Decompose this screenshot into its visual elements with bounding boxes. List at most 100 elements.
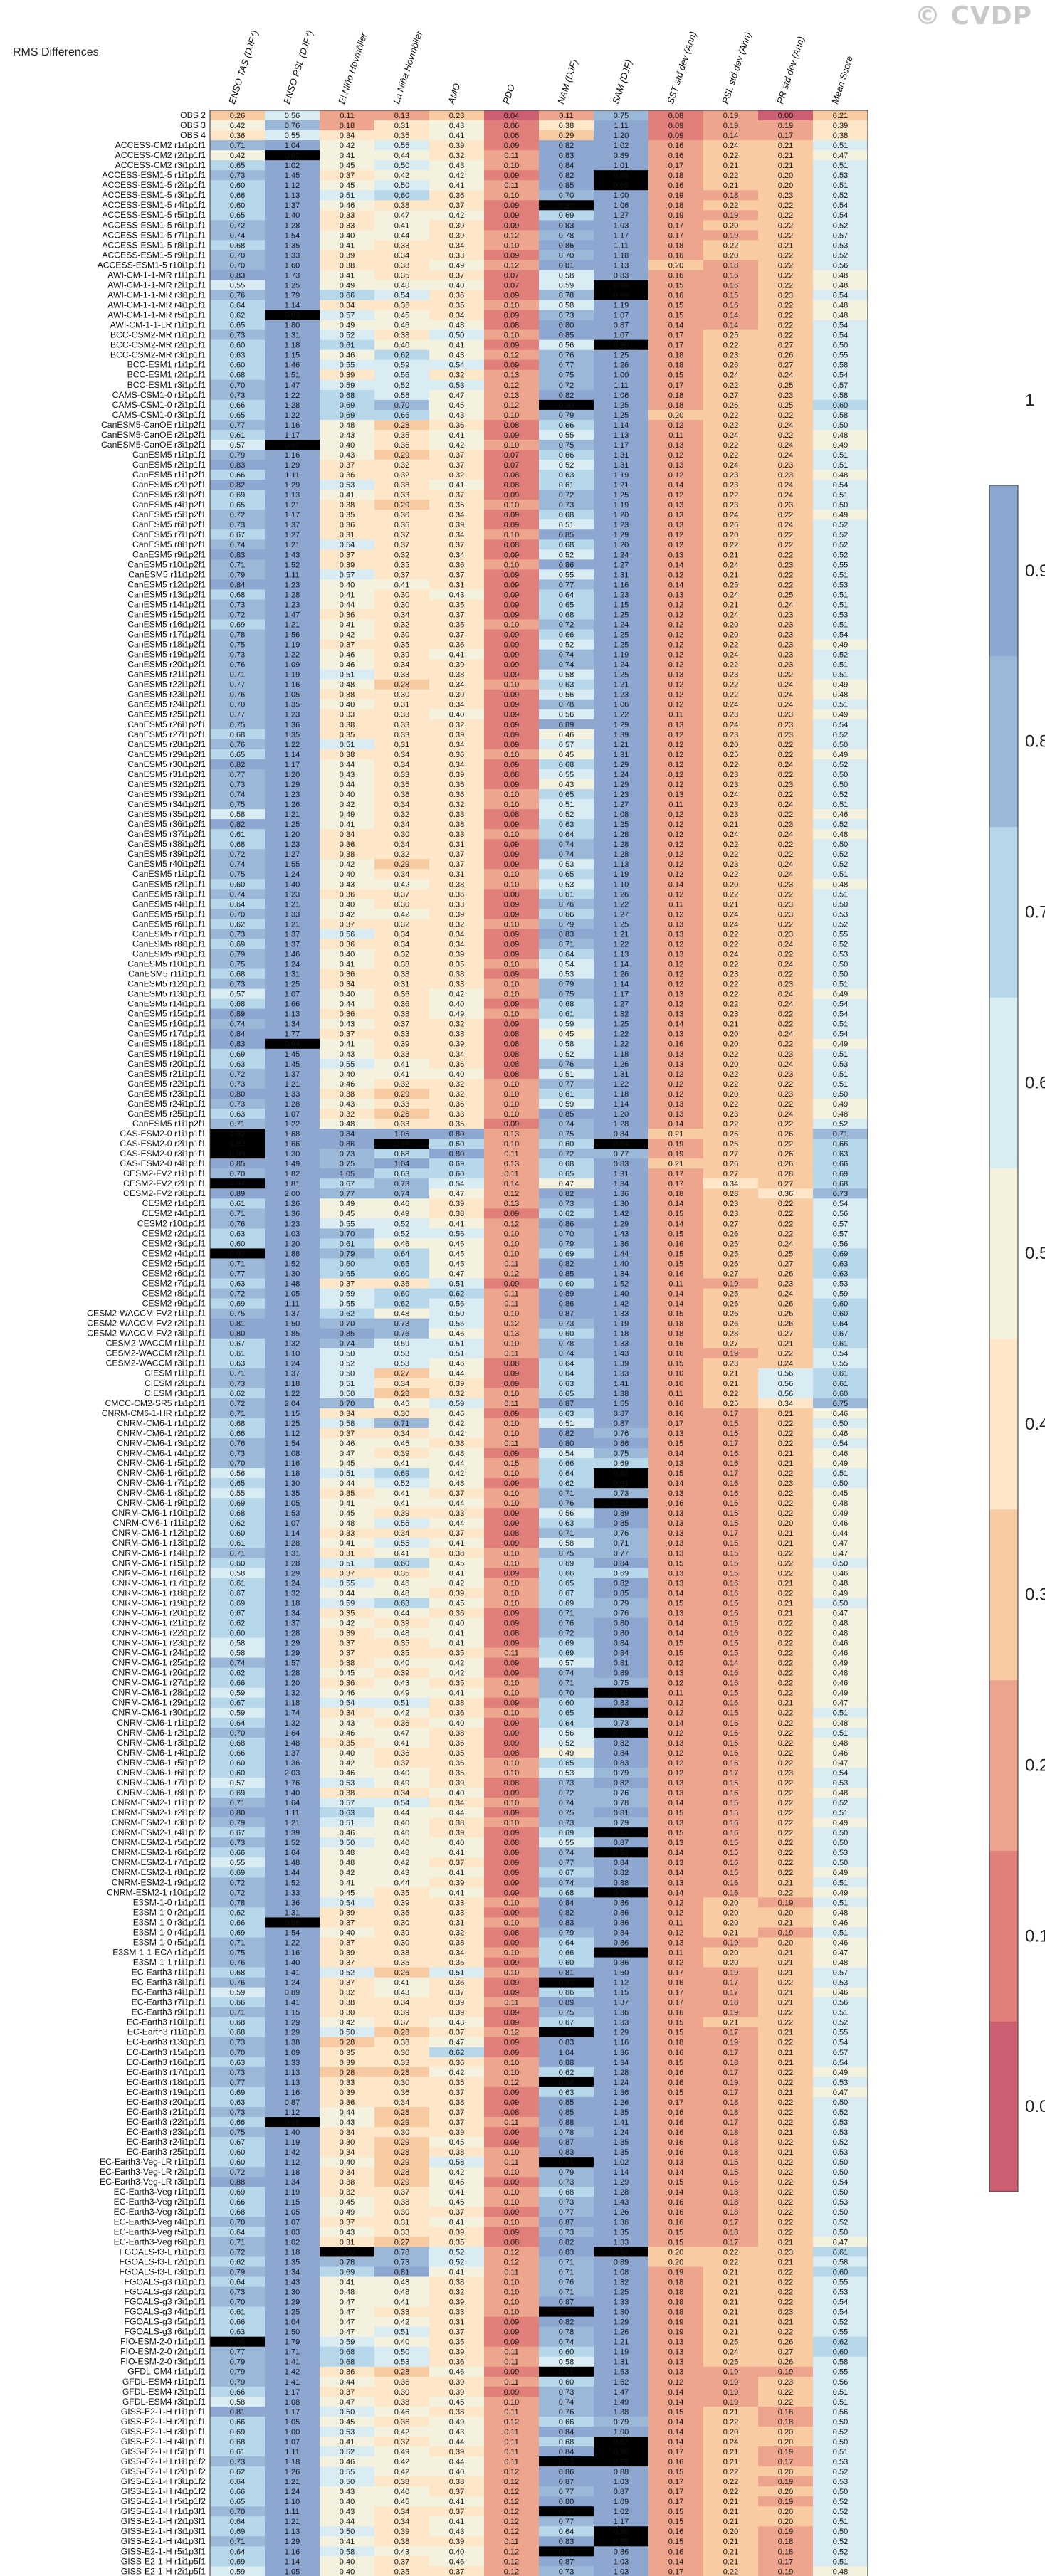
cell-value: 1.22 xyxy=(285,411,300,420)
cell-value: 0.34 xyxy=(394,251,409,260)
cell-value: 0.20 xyxy=(668,411,683,420)
cell-value: 0.75 xyxy=(230,721,245,729)
cell-value: 0.12 xyxy=(504,401,519,410)
cell-value: 0.23 xyxy=(778,880,793,889)
cell-value: 1.26 xyxy=(614,361,629,370)
cell-value: 0.38 xyxy=(394,1010,409,1019)
cell-value: 1.14 xyxy=(285,302,300,310)
cell-value: 0.75 xyxy=(833,1400,848,1408)
heatmap-cell xyxy=(210,450,266,460)
cell-value: 0.34 xyxy=(394,761,409,769)
cell-value: 0.14 xyxy=(504,1180,519,1188)
cell-value: 0.68 xyxy=(559,541,574,549)
cell-value: 0.11 xyxy=(504,1289,519,1298)
cell-value: 0.22 xyxy=(778,221,793,230)
cell-value: 0.40 xyxy=(340,950,355,959)
cell-value: 0.80 xyxy=(230,1090,245,1099)
cell-value: 0.85 xyxy=(230,1160,245,1168)
cell-value: 0.19 xyxy=(778,122,793,130)
heatmap-cell xyxy=(648,339,704,351)
cell-value: 0.34 xyxy=(449,940,464,949)
cell-value: 0.45 xyxy=(340,1459,355,1468)
cell-value: 0.22 xyxy=(778,201,793,210)
heatmap-cell xyxy=(648,180,704,191)
cell-value: 0.22 xyxy=(778,211,793,220)
cell-value: 0.08 xyxy=(504,1630,519,1638)
cell-value: 0.73 xyxy=(394,1180,409,1188)
cell-value: 1.06 xyxy=(614,201,629,210)
heatmap-cell xyxy=(210,140,266,151)
cell-value: 0.10 xyxy=(504,531,519,539)
cell-value: 0.18 xyxy=(668,171,683,180)
heatmap-cell xyxy=(484,359,540,371)
cell-value: 0.47 xyxy=(449,1190,464,1198)
cell-value: 1.48 xyxy=(285,1279,300,1288)
cell-value: 1.23 xyxy=(285,711,300,719)
cell-value: 0.51 xyxy=(833,1020,848,1029)
cell-value: 0.46 xyxy=(833,1649,848,1658)
cell-value: 1.43 xyxy=(614,1350,629,1358)
cell-value: 0.22 xyxy=(778,1350,793,1358)
heatmap-cell xyxy=(265,200,320,211)
cell-value: 0.29 xyxy=(559,132,574,140)
cell-value: 0.12 xyxy=(668,571,683,579)
cell-value: 0.65 xyxy=(230,411,245,420)
cell-value: 0.66 xyxy=(833,1160,848,1168)
cell-value: 1.37 xyxy=(285,1370,300,1378)
cell-value: 0.14 xyxy=(723,132,738,140)
cell-value: 1.03 xyxy=(285,1230,300,1238)
cell-value: 0.51 xyxy=(833,1050,848,1059)
cell-value: 0.79 xyxy=(559,411,574,420)
heatmap-cell xyxy=(703,480,759,490)
heatmap-cell xyxy=(210,290,266,300)
heatmap-cell xyxy=(374,349,430,361)
cell-value: 0.38 xyxy=(449,1549,464,1558)
cell-value: 0.65 xyxy=(394,1260,409,1268)
cell-value: 0.89 xyxy=(614,1669,629,1678)
cell-value: 1.34 xyxy=(614,1269,629,1278)
heatmap-cell xyxy=(210,260,266,270)
cell-value: 0.09 xyxy=(504,491,519,500)
cell-value: 0.23 xyxy=(778,501,793,510)
cell-value: 1.77 xyxy=(285,1030,300,1039)
cell-value: 0.38 xyxy=(394,960,409,968)
cell-value: 1.34 xyxy=(285,1609,300,1617)
heatmap-cell xyxy=(265,480,320,490)
cell-value: 0.61 xyxy=(559,1010,574,1019)
cell-value: 0.37 xyxy=(340,920,355,929)
cell-value: 0.16 xyxy=(723,1609,738,1617)
cell-value: 1.17 xyxy=(285,511,300,519)
cell-value: 1.27 xyxy=(285,531,300,539)
cell-value: 0.26 xyxy=(230,112,245,120)
cell-value: 0.49 xyxy=(449,261,464,270)
cell-value: 0.57 xyxy=(340,571,355,579)
cell-value: 1.16 xyxy=(285,1459,300,1468)
cell-value: 0.34 xyxy=(394,940,409,949)
cell-value: 1.25 xyxy=(614,352,629,360)
cell-value: 0.50 xyxy=(340,1370,355,1378)
cell-value: 0.24 xyxy=(723,142,738,150)
cell-value: 0.34 xyxy=(449,241,464,250)
heatmap-cell xyxy=(210,280,266,290)
heatmap-cell xyxy=(813,250,868,260)
cell-value: 0.23 xyxy=(723,481,738,490)
cell-value: 0.51 xyxy=(833,451,848,460)
cell-value: 0.39 xyxy=(449,691,464,700)
cell-value: 0.15 xyxy=(668,312,683,320)
heatmap-cell xyxy=(648,439,704,450)
cell-value: 0.82 xyxy=(559,1430,574,1438)
heatmap-cell xyxy=(265,280,320,290)
cell-value: 0.26 xyxy=(723,1260,738,1268)
cell-value: 0.23 xyxy=(723,711,738,719)
heatmap-cell xyxy=(320,160,375,171)
heatmap-cell xyxy=(594,200,649,211)
heatmap-cell xyxy=(539,280,594,290)
cell-value: 0.37 xyxy=(340,551,355,559)
cell-value: 0.71 xyxy=(394,1420,409,1428)
cell-value: 0.51 xyxy=(449,1350,464,1358)
cell-value: 0.37 xyxy=(449,611,464,619)
cell-value: 0.39 xyxy=(394,1040,409,1049)
heatmap-cell xyxy=(813,240,868,250)
cell-value: 0.86 xyxy=(559,1300,574,1309)
cell-value: 1.24 xyxy=(285,870,300,879)
